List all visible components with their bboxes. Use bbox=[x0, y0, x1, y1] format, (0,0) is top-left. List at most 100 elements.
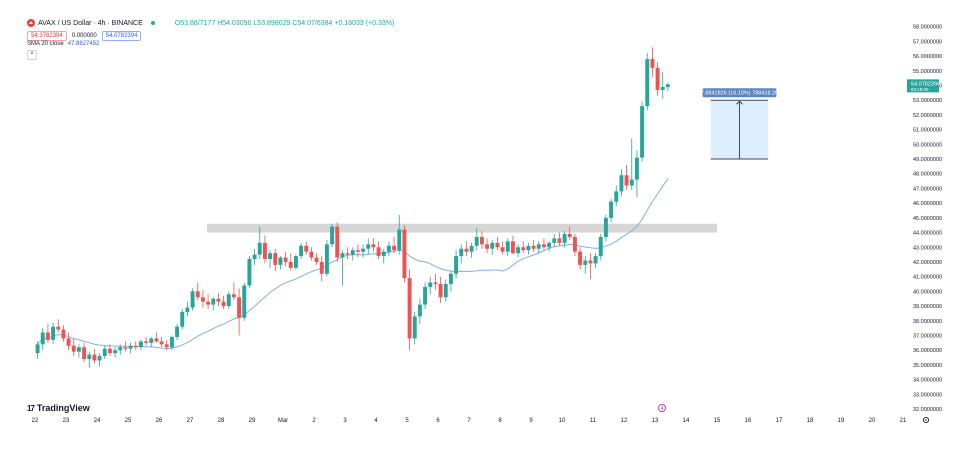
candle[interactable] bbox=[417, 298, 422, 324]
candle[interactable] bbox=[324, 239, 329, 277]
candle[interactable] bbox=[216, 292, 221, 307]
symbol-title[interactable]: AVAX / US Dollar · 4h · BINANCE bbox=[38, 20, 143, 27]
candle[interactable] bbox=[541, 238, 546, 251]
candle[interactable] bbox=[593, 253, 598, 268]
candle[interactable] bbox=[438, 276, 443, 304]
candle[interactable] bbox=[428, 276, 433, 295]
candle[interactable] bbox=[614, 185, 619, 207]
candle[interactable] bbox=[293, 254, 298, 270]
buy-button[interactable]: 54.0782394 bbox=[101, 31, 142, 41]
candle[interactable] bbox=[87, 351, 92, 368]
candle[interactable] bbox=[660, 72, 665, 99]
candle[interactable] bbox=[640, 101, 645, 162]
candle[interactable] bbox=[123, 341, 128, 352]
candle[interactable] bbox=[355, 244, 360, 258]
candle[interactable] bbox=[459, 244, 464, 264]
candle[interactable] bbox=[113, 347, 118, 358]
candle[interactable] bbox=[500, 241, 505, 255]
candle[interactable] bbox=[71, 338, 76, 357]
candle[interactable] bbox=[237, 288, 242, 336]
candle[interactable] bbox=[164, 339, 169, 351]
candle[interactable] bbox=[629, 138, 634, 190]
candle[interactable] bbox=[397, 214, 402, 255]
candle[interactable] bbox=[567, 226, 572, 240]
candle[interactable] bbox=[211, 297, 216, 311]
candle[interactable] bbox=[340, 250, 345, 286]
candle[interactable] bbox=[118, 344, 123, 355]
candle[interactable] bbox=[278, 256, 283, 270]
candle[interactable] bbox=[516, 244, 521, 258]
sell-button[interactable]: 54.3782394 bbox=[27, 31, 67, 41]
candle[interactable] bbox=[185, 301, 190, 317]
candle[interactable] bbox=[490, 239, 495, 255]
candle[interactable] bbox=[262, 235, 267, 264]
candle[interactable] bbox=[474, 228, 479, 251]
candle[interactable] bbox=[76, 344, 81, 358]
candle[interactable] bbox=[366, 238, 371, 255]
candle[interactable] bbox=[144, 336, 149, 346]
candle[interactable] bbox=[97, 353, 102, 367]
candle[interactable] bbox=[423, 282, 428, 310]
candle[interactable] bbox=[361, 244, 366, 258]
candle[interactable] bbox=[536, 241, 541, 254]
candle[interactable] bbox=[169, 335, 174, 351]
candle[interactable] bbox=[56, 319, 61, 333]
candle[interactable] bbox=[350, 247, 355, 261]
candle[interactable] bbox=[588, 253, 593, 280]
event-badge-icon[interactable] bbox=[658, 403, 667, 412]
gear-icon[interactable] bbox=[922, 416, 930, 424]
candle[interactable] bbox=[526, 242, 531, 255]
candle[interactable] bbox=[598, 234, 603, 261]
candle[interactable] bbox=[562, 231, 567, 248]
candle[interactable] bbox=[443, 279, 448, 302]
candle[interactable] bbox=[190, 288, 195, 311]
candle[interactable] bbox=[314, 253, 319, 265]
candle[interactable] bbox=[242, 282, 247, 321]
candle[interactable] bbox=[102, 345, 107, 360]
candle[interactable] bbox=[345, 247, 350, 260]
candle[interactable] bbox=[61, 325, 66, 342]
candle[interactable] bbox=[221, 295, 226, 310]
candle[interactable] bbox=[35, 341, 40, 360]
candle[interactable] bbox=[180, 309, 185, 330]
candle[interactable] bbox=[200, 289, 205, 308]
candle[interactable] bbox=[433, 273, 438, 290]
candle[interactable] bbox=[376, 241, 381, 260]
candle[interactable] bbox=[547, 241, 552, 252]
candle[interactable] bbox=[495, 236, 500, 251]
candle[interactable] bbox=[578, 247, 583, 270]
candle[interactable] bbox=[650, 47, 655, 77]
candle[interactable] bbox=[454, 250, 459, 279]
candle[interactable] bbox=[252, 248, 257, 265]
candle[interactable] bbox=[247, 256, 252, 289]
candle[interactable] bbox=[273, 248, 278, 271]
candle[interactable] bbox=[572, 234, 577, 257]
candle[interactable] bbox=[485, 238, 490, 254]
candle[interactable] bbox=[195, 282, 200, 301]
candle[interactable] bbox=[133, 341, 138, 351]
candle[interactable] bbox=[557, 232, 562, 246]
candle[interactable] bbox=[231, 282, 236, 301]
candle[interactable] bbox=[531, 239, 536, 252]
candle[interactable] bbox=[521, 241, 526, 254]
candle[interactable] bbox=[268, 250, 273, 268]
candle[interactable] bbox=[464, 241, 469, 257]
candle[interactable] bbox=[371, 238, 376, 252]
resistance-zone[interactable] bbox=[207, 223, 718, 233]
candle[interactable] bbox=[655, 61, 660, 96]
candle[interactable] bbox=[552, 234, 557, 248]
indicator-legend[interactable]: SMA 20 close 47.8827452 bbox=[27, 41, 99, 47]
sma-20-line[interactable] bbox=[37, 178, 669, 350]
candle[interactable] bbox=[469, 242, 474, 258]
candle[interactable] bbox=[505, 238, 510, 257]
candle[interactable] bbox=[288, 253, 293, 271]
candle[interactable] bbox=[92, 348, 97, 364]
candle[interactable] bbox=[335, 222, 340, 262]
candle[interactable] bbox=[407, 269, 412, 351]
candle[interactable] bbox=[175, 323, 180, 340]
candle[interactable] bbox=[381, 248, 386, 264]
candle[interactable] bbox=[319, 256, 324, 282]
candle[interactable] bbox=[619, 169, 624, 196]
candle[interactable] bbox=[448, 270, 453, 292]
